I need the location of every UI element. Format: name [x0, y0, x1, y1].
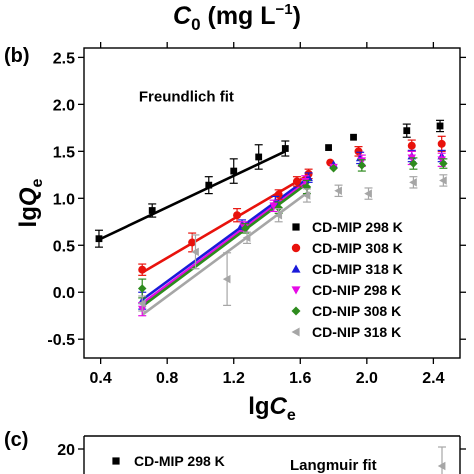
data-point: [357, 161, 367, 170]
y-axis-title-sub: e: [29, 178, 46, 187]
data-point: [269, 202, 278, 211]
legend-label: CD-NIP 318 K: [312, 324, 401, 340]
data-point: [188, 238, 197, 247]
data-point: [407, 141, 416, 150]
x-axis-title-main: lg: [248, 393, 269, 420]
chart-title: Langmuir fit: [290, 457, 377, 474]
data-point: [409, 159, 418, 168]
legend-label: CD-NIP 298 K: [312, 282, 401, 298]
data-point: [354, 147, 363, 156]
data-point: [241, 224, 250, 233]
y-tick-label: 1.5: [53, 144, 75, 161]
plot-frame: [83, 47, 461, 359]
y-tick-label: 20: [57, 442, 75, 459]
data-point: [95, 235, 103, 243]
legend-marker: [291, 306, 301, 316]
x-axis-title: lgCe: [248, 393, 296, 424]
legend-label: CD-MIP 318 K: [312, 261, 403, 277]
data-point: [439, 176, 447, 185]
freundlich-plot: 0.4 0.8 1.2 1.6 2.0 2.4 -0.5 0.0 0.5 1.0 1.5 2.0 2.5…: [15, 42, 466, 424]
legend-label: CD-MIP 298 K: [134, 453, 225, 469]
top-axis-unit-sup: −1: [276, 1, 293, 18]
fit-line: [141, 176, 310, 301]
legend-label: CD-MIP 298 K: [312, 219, 403, 235]
data-point: [255, 153, 263, 161]
data-point: [437, 139, 446, 148]
fit-line: [141, 173, 310, 274]
top-axis-symbol: C: [173, 2, 192, 30]
chart-title: Freundlich fit: [139, 89, 234, 106]
data-point: [137, 284, 147, 293]
data-point: [274, 210, 283, 220]
y-tick-label: 2.5: [53, 50, 75, 67]
legend-marker: [292, 223, 300, 231]
legend-marker: [291, 243, 301, 253]
y-axis-title-italic: Q: [15, 187, 42, 206]
x-tick-label: 1.6: [289, 370, 311, 387]
data-point: [350, 133, 357, 141]
top-axis-unit-close: ): [293, 2, 301, 30]
x-tick-label: 1.2: [223, 370, 245, 387]
legend-marker: [291, 286, 301, 295]
x-tick-label: 2.0: [356, 370, 378, 387]
y-tick-label: 0.0: [53, 285, 75, 302]
y-tick-label: 1.0: [53, 191, 75, 208]
data-point: [334, 186, 342, 196]
legend-marker: [291, 327, 300, 337]
data-point: [439, 159, 448, 168]
data-point: [191, 247, 199, 257]
data-point: [138, 265, 147, 274]
data-point: [233, 211, 242, 220]
x-axis-title-italic: C: [270, 393, 288, 420]
x-tick-label: 2.4: [422, 370, 444, 387]
y-tick-label: -0.5: [47, 332, 75, 349]
top-axis-subscript: 0: [191, 15, 200, 34]
data-point: [403, 127, 411, 135]
x-tick-label: 0.4: [90, 370, 112, 387]
top-axis-unit: (mg L: [201, 2, 276, 30]
legend-marker: [112, 457, 120, 465]
legend-label: CD-MIP 308 K: [312, 240, 403, 256]
y-tick-label: 0.5: [53, 238, 75, 255]
data-point: [302, 191, 311, 200]
data-point: [364, 189, 372, 198]
fit-line: [141, 181, 310, 308]
data-point: [205, 181, 213, 189]
data-point: [329, 163, 338, 173]
y-tick-label: 2.0: [53, 97, 75, 114]
data-point: [325, 144, 332, 151]
legend-label: CD-NIP 308 K: [312, 303, 401, 319]
panel-label-b: (b): [4, 45, 30, 67]
data-point: [436, 122, 444, 130]
fit-line: [98, 150, 286, 241]
x-tick-label: 0.8: [156, 370, 178, 387]
data-point: [292, 177, 301, 186]
x-axis-title-sub: e: [287, 407, 296, 424]
data-point: [281, 145, 289, 152]
data-point: [409, 178, 417, 187]
data-point: [274, 203, 283, 212]
data-point: [230, 167, 238, 175]
y-axis-title-main: lg: [15, 206, 42, 227]
langmuir-plot: 20 CD-MIP 298 K Langmuir fit: [57, 435, 466, 474]
data-point: [148, 207, 156, 214]
top-axis-label: C0 (mg L−1): [173, 1, 301, 34]
y-axis-title: lgQe: [15, 178, 46, 227]
panel-label-c: (c): [4, 429, 28, 451]
legend-marker: [291, 264, 301, 273]
data-point: [242, 233, 251, 243]
data-point: [222, 274, 231, 284]
data-point: [137, 299, 146, 308]
fit-line: [141, 179, 310, 305]
data-point: [437, 461, 446, 471]
